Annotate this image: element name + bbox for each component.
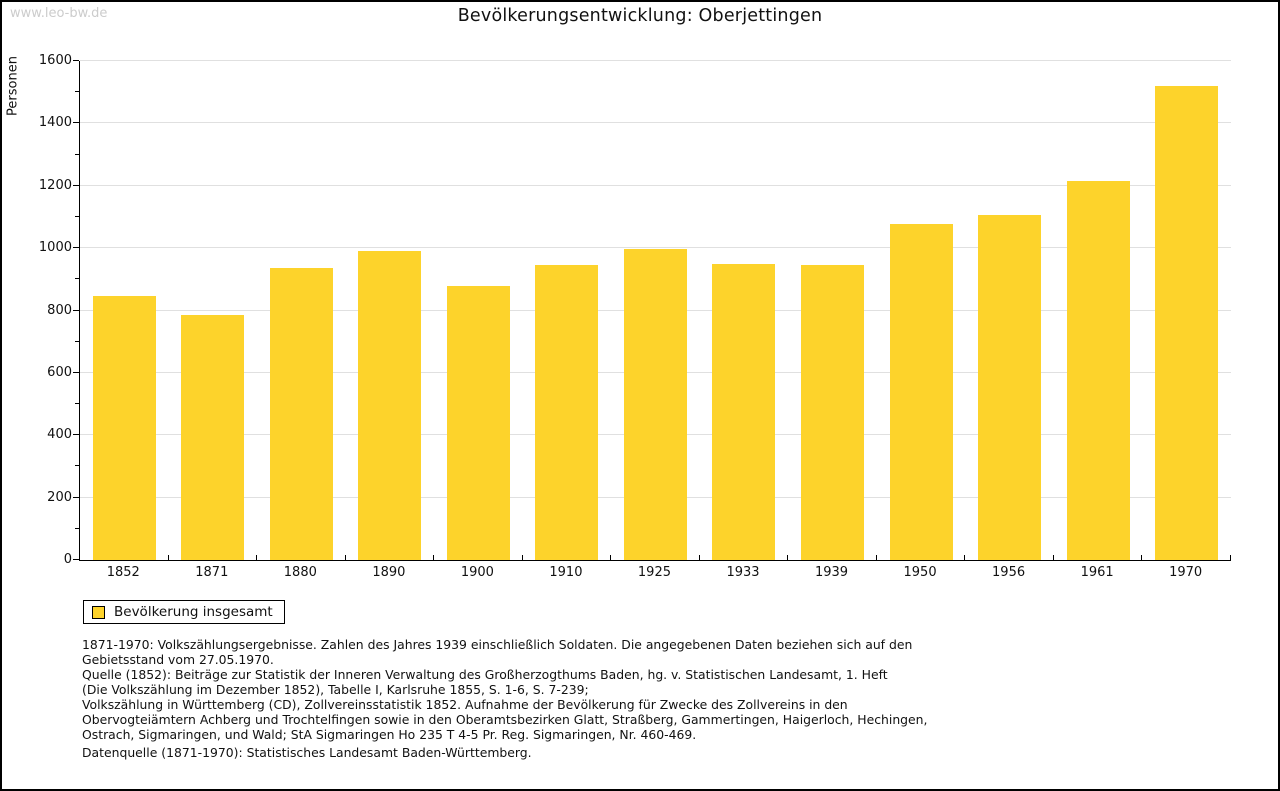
- bar-slot: [611, 61, 700, 560]
- y-major-tick: [73, 122, 79, 124]
- bar-slot: [965, 61, 1054, 560]
- y-minor-tick: [75, 465, 79, 467]
- bar-slot: [434, 61, 523, 560]
- y-minor-tick: [75, 340, 79, 342]
- bar-1880: [269, 267, 333, 560]
- y-major-tick: [73, 434, 79, 436]
- x-tick-label: 1890: [372, 565, 406, 580]
- bar-1961: [1066, 181, 1130, 560]
- y-axis-tick-labels: 0 200 400 600 800 1000 1200 1400 1600: [2, 53, 72, 567]
- bar-slot: [1142, 61, 1231, 560]
- y-tick-label: 400: [47, 427, 72, 443]
- y-tick-label: 200: [47, 489, 72, 505]
- y-tick-label: 1400: [38, 115, 72, 131]
- bar-slot: [346, 61, 435, 560]
- x-boundary-tick: [610, 555, 612, 560]
- x-boundary-tick: [1230, 555, 1231, 560]
- y-minor-tick: [75, 527, 79, 529]
- y-tick-label: 1200: [38, 177, 72, 193]
- x-boundary-tick: [964, 555, 966, 560]
- y-tick-label: 1600: [38, 53, 72, 68]
- bar-slot: [80, 61, 169, 560]
- chart-title: Bevölkerungsentwicklung: Oberjettingen: [457, 6, 823, 26]
- bars-container: [80, 61, 1231, 560]
- x-tick-label: 1956: [992, 565, 1026, 580]
- bar-1890: [358, 251, 422, 560]
- y-major-tick: [73, 559, 79, 560]
- bar-1925: [623, 248, 687, 560]
- bar-1956: [978, 215, 1042, 560]
- x-tick-label: 1880: [283, 565, 317, 580]
- y-tick-label: 1000: [38, 240, 72, 256]
- legend-swatch-icon: [92, 605, 105, 619]
- y-minor-tick: [75, 215, 79, 217]
- y-minor-tick: [75, 153, 79, 155]
- bar-1910: [535, 264, 599, 560]
- y-tick-label: 800: [47, 302, 72, 318]
- bar-slot: [788, 61, 877, 560]
- x-axis-tick-labels: 1852 1871 1880 1890 1900 1910 1925 1933 1939 1950…: [79, 565, 1230, 580]
- bar-1852: [92, 295, 156, 560]
- bar-slot: [1054, 61, 1143, 560]
- y-major-tick: [73, 60, 79, 61]
- bar-slot: [700, 61, 789, 560]
- x-tick-label: 1910: [549, 565, 583, 580]
- footer-datasource: Datenquelle (1871-1970): Statistisches L…: [82, 745, 532, 760]
- x-boundary-tick: [433, 555, 435, 560]
- x-boundary-tick: [875, 555, 877, 560]
- x-tick-label: 1961: [1080, 565, 1114, 580]
- y-major-tick: [73, 371, 79, 373]
- gridline: [80, 184, 1231, 186]
- y-major-tick: [73, 184, 79, 186]
- watermark: www.leo-bw.de: [10, 6, 108, 21]
- gridline: [80, 122, 1231, 124]
- x-boundary-tick: [1141, 555, 1143, 560]
- y-major-tick: [73, 247, 79, 249]
- x-boundary-tick: [698, 555, 700, 560]
- x-boundary-tick: [787, 555, 789, 560]
- x-tick-label: 1852: [106, 565, 140, 580]
- x-boundary-tick: [256, 555, 258, 560]
- y-major-tick: [73, 309, 79, 311]
- bar-1871: [181, 314, 245, 560]
- x-tick-label: 1939: [814, 565, 849, 580]
- plot-area: [73, 60, 1231, 561]
- bar-slot: [877, 61, 966, 560]
- y-major-tick: [73, 496, 79, 498]
- bar-slot: [523, 61, 612, 560]
- x-boundary-tick: [167, 555, 169, 560]
- gridline: [80, 60, 1231, 61]
- y-minor-tick: [75, 403, 79, 405]
- x-tick-label: 1970: [1169, 565, 1203, 580]
- bar-1933: [712, 263, 776, 560]
- bar-1970: [1155, 85, 1219, 560]
- y-tick-label: 0: [63, 552, 72, 567]
- bar-1900: [446, 286, 510, 560]
- x-tick-label: 1933: [726, 565, 760, 580]
- bar-1950: [889, 223, 953, 560]
- bar-1939: [801, 264, 865, 560]
- y-minor-tick: [75, 91, 79, 93]
- footer-notes: 1871-1970: Volkszählungsergebnisse. Zahl…: [82, 637, 928, 742]
- x-tick-label: 1950: [903, 565, 937, 580]
- legend-label: Bevölkerung insgesamt: [114, 604, 273, 620]
- bar-slot: [169, 61, 258, 560]
- y-tick-label: 600: [47, 364, 72, 380]
- x-boundary-tick: [521, 555, 523, 560]
- y-minor-tick: [75, 278, 79, 280]
- x-tick-label: 1900: [460, 565, 494, 580]
- x-boundary-tick: [344, 555, 346, 560]
- x-tick-label: 1925: [637, 565, 671, 580]
- x-tick-label: 1871: [195, 565, 229, 580]
- legend: Bevölkerung insgesamt: [83, 600, 285, 624]
- x-boundary-tick: [1052, 555, 1054, 560]
- gridline: [80, 247, 1231, 249]
- bar-slot: [257, 61, 346, 560]
